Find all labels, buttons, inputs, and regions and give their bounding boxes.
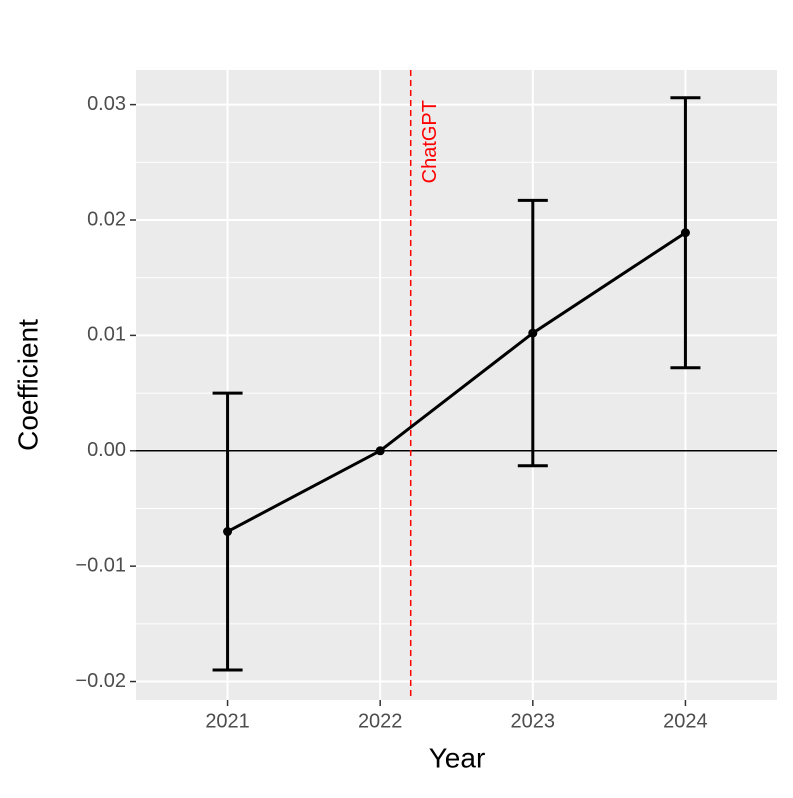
- panel: [136, 70, 777, 700]
- y-tick-label: −0.02: [75, 670, 126, 692]
- y-axis-title: Coefficient: [12, 319, 43, 451]
- x-tick-label: 2023: [511, 710, 556, 732]
- point: [223, 527, 233, 537]
- point: [528, 328, 538, 338]
- x-tick-label: 2022: [358, 710, 403, 732]
- x-tick-label: 2024: [663, 710, 708, 732]
- y-tick-label: 0.00: [87, 439, 126, 461]
- point: [375, 446, 385, 456]
- x-tick-label: 2021: [205, 710, 250, 732]
- y-tick-label: −0.01: [75, 554, 126, 576]
- event-label: ChatGPT: [419, 100, 441, 183]
- line: [226, 231, 687, 533]
- point: [680, 228, 690, 238]
- y-tick-label: 0.03: [87, 93, 126, 115]
- y-tick-label: 0.02: [87, 208, 126, 230]
- x-axis-title: Year: [429, 742, 486, 773]
- y-tick-label: 0.01: [87, 324, 126, 346]
